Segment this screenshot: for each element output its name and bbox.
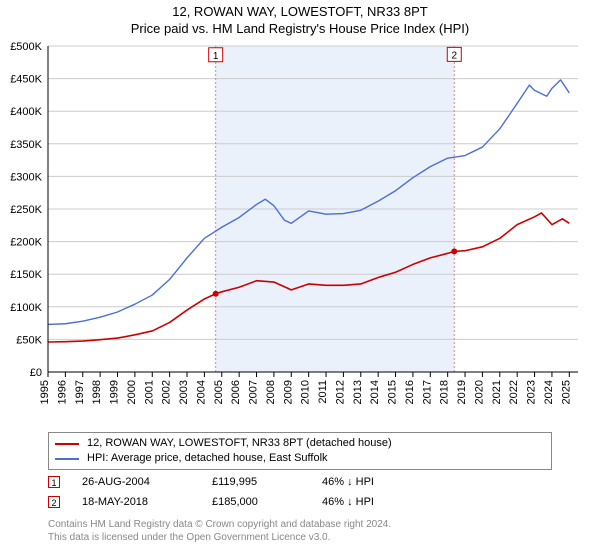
sale-table: 1 26-AUG-2004 £119,995 46% ↓ HPI 2 18-MA…: [48, 472, 552, 512]
svg-text:2: 2: [451, 50, 457, 61]
svg-text:2016: 2016: [404, 380, 416, 404]
sale-pct-1: 46% ↓ HPI: [322, 476, 442, 488]
svg-text:2020: 2020: [473, 380, 485, 404]
sale-date-2: 18-MAY-2018: [82, 496, 212, 508]
chart-container: 12, ROWAN WAY, LOWESTOFT, NR33 8PT Price…: [0, 0, 600, 560]
svg-text:£0: £0: [30, 367, 42, 379]
svg-text:2019: 2019: [456, 380, 468, 404]
svg-text:2004: 2004: [195, 380, 207, 404]
sale-pct-2: 46% ↓ HPI: [322, 496, 442, 508]
sale-row-2: 2 18-MAY-2018 £185,000 46% ↓ HPI: [48, 492, 552, 512]
title-sub: Price paid vs. HM Land Registry's House …: [0, 21, 600, 36]
sale-date-1: 26-AUG-2004: [82, 476, 212, 488]
legend-swatch-hpi: [55, 458, 79, 460]
svg-text:2007: 2007: [248, 380, 260, 404]
svg-text:2010: 2010: [300, 380, 312, 404]
svg-text:£350K: £350K: [10, 139, 42, 151]
svg-text:£250K: £250K: [10, 204, 42, 216]
legend-row-subject: 12, ROWAN WAY, LOWESTOFT, NR33 8PT (deta…: [55, 436, 545, 451]
chart-area: £0 £50K £100K £150K £200K £250K £300K £350K £400…: [0, 42, 600, 428]
svg-text:2024: 2024: [543, 380, 555, 404]
svg-text:2021: 2021: [491, 380, 503, 404]
svg-text:£100K: £100K: [10, 302, 42, 314]
svg-text:2025: 2025: [560, 380, 572, 404]
svg-text:2011: 2011: [317, 380, 329, 404]
svg-text:2022: 2022: [508, 380, 520, 404]
svg-text:2009: 2009: [282, 380, 294, 404]
sale-marker-2: 2: [48, 496, 60, 508]
svg-text:£400K: £400K: [10, 106, 42, 118]
sale-marker-1: 1: [48, 476, 60, 488]
svg-text:£450K: £450K: [10, 74, 42, 86]
svg-text:1995: 1995: [39, 380, 51, 404]
svg-text:1999: 1999: [109, 380, 121, 404]
svg-text:2012: 2012: [334, 380, 346, 404]
legend-label-subject: 12, ROWAN WAY, LOWESTOFT, NR33 8PT (deta…: [87, 436, 392, 451]
svg-text:2014: 2014: [369, 380, 381, 404]
svg-text:2015: 2015: [387, 380, 399, 404]
svg-text:£500K: £500K: [10, 42, 42, 53]
svg-text:£200K: £200K: [10, 237, 42, 249]
svg-text:1997: 1997: [74, 380, 86, 404]
svg-text:2000: 2000: [126, 380, 138, 404]
attribution-line-2: This data is licensed under the Open Gov…: [48, 531, 391, 544]
svg-text:2017: 2017: [421, 380, 433, 404]
svg-text:2001: 2001: [143, 380, 155, 404]
svg-text:£50K: £50K: [16, 334, 42, 346]
title-block: 12, ROWAN WAY, LOWESTOFT, NR33 8PT Price…: [0, 0, 600, 36]
legend-row-hpi: HPI: Average price, detached house, East…: [55, 451, 545, 466]
title-main: 12, ROWAN WAY, LOWESTOFT, NR33 8PT: [0, 4, 600, 19]
sale-price-2: £185,000: [212, 496, 322, 508]
svg-text:£300K: £300K: [10, 171, 42, 183]
svg-text:£150K: £150K: [10, 269, 42, 281]
svg-text:2008: 2008: [265, 380, 277, 404]
attribution: Contains HM Land Registry data © Crown c…: [48, 518, 391, 544]
chart-svg: £0 £50K £100K £150K £200K £250K £300K £350K £400…: [0, 42, 600, 428]
legend-label-hpi: HPI: Average price, detached house, East…: [87, 451, 328, 466]
svg-text:1: 1: [213, 51, 219, 62]
sale-price-1: £119,995: [212, 476, 322, 488]
legend-swatch-subject: [55, 443, 79, 445]
svg-text:2005: 2005: [213, 380, 225, 404]
sale-row-1: 1 26-AUG-2004 £119,995 46% ↓ HPI: [48, 472, 552, 492]
svg-text:1998: 1998: [91, 380, 103, 404]
svg-text:2006: 2006: [230, 380, 242, 404]
legend-box: 12, ROWAN WAY, LOWESTOFT, NR33 8PT (deta…: [48, 432, 552, 470]
svg-text:2023: 2023: [526, 380, 538, 404]
svg-text:2003: 2003: [178, 380, 190, 404]
svg-text:2002: 2002: [161, 380, 173, 404]
svg-text:2013: 2013: [352, 380, 364, 404]
svg-text:2018: 2018: [439, 380, 451, 404]
svg-text:1996: 1996: [56, 380, 68, 404]
attribution-line-1: Contains HM Land Registry data © Crown c…: [48, 518, 391, 531]
